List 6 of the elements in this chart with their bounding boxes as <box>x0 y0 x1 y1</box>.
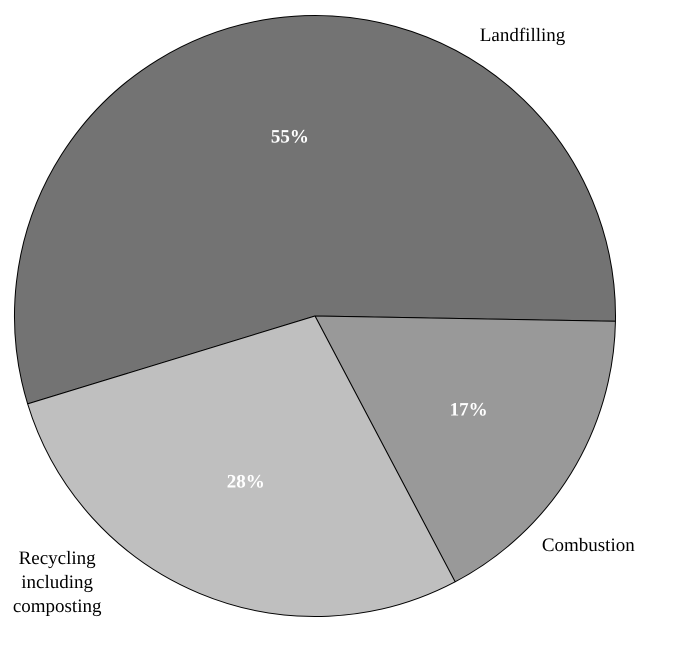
data-label: 28% <box>226 471 265 492</box>
slice-label: Combustion <box>542 534 636 556</box>
data-label: 17% <box>450 399 488 420</box>
slice-label: Landfilling <box>480 25 566 46</box>
slice-label: Recycling including composting <box>12 548 102 617</box>
data-label: 55% <box>270 126 309 148</box>
